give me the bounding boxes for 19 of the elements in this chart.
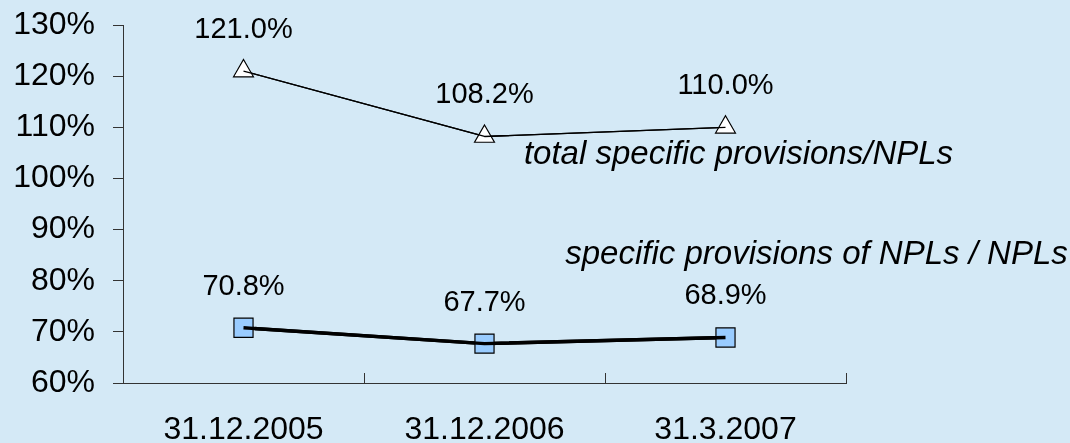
- x-tick-label: 31.12.2006: [404, 410, 565, 443]
- data-label: 121.0%: [194, 12, 293, 45]
- series-label: total specific provisions/NPLs: [523, 134, 954, 172]
- data-label: 68.9%: [684, 278, 767, 311]
- text: specific provisions of NPLs / NPLs: [565, 233, 1068, 271]
- x-tick-label: 31.3.2007: [654, 410, 797, 443]
- y-tick-label: 110%: [15, 107, 95, 144]
- data-label: 70.8%: [202, 268, 285, 301]
- y-tick-label: 120%: [13, 55, 95, 92]
- y-tick-label: 100%: [13, 158, 95, 195]
- x-tick-label: 31.12.2005: [163, 410, 324, 443]
- data-label: 110.0%: [677, 68, 774, 101]
- y-tick-label: 90%: [30, 209, 95, 246]
- data-label: 108.2%: [435, 77, 534, 110]
- data-label: 67.7%: [443, 284, 526, 317]
- y-tick-label: 130%: [13, 4, 95, 41]
- y-tick-label: 80%: [30, 260, 95, 297]
- y-tick-label: 70%: [30, 311, 95, 348]
- y-tick-label: 60%: [30, 362, 95, 399]
